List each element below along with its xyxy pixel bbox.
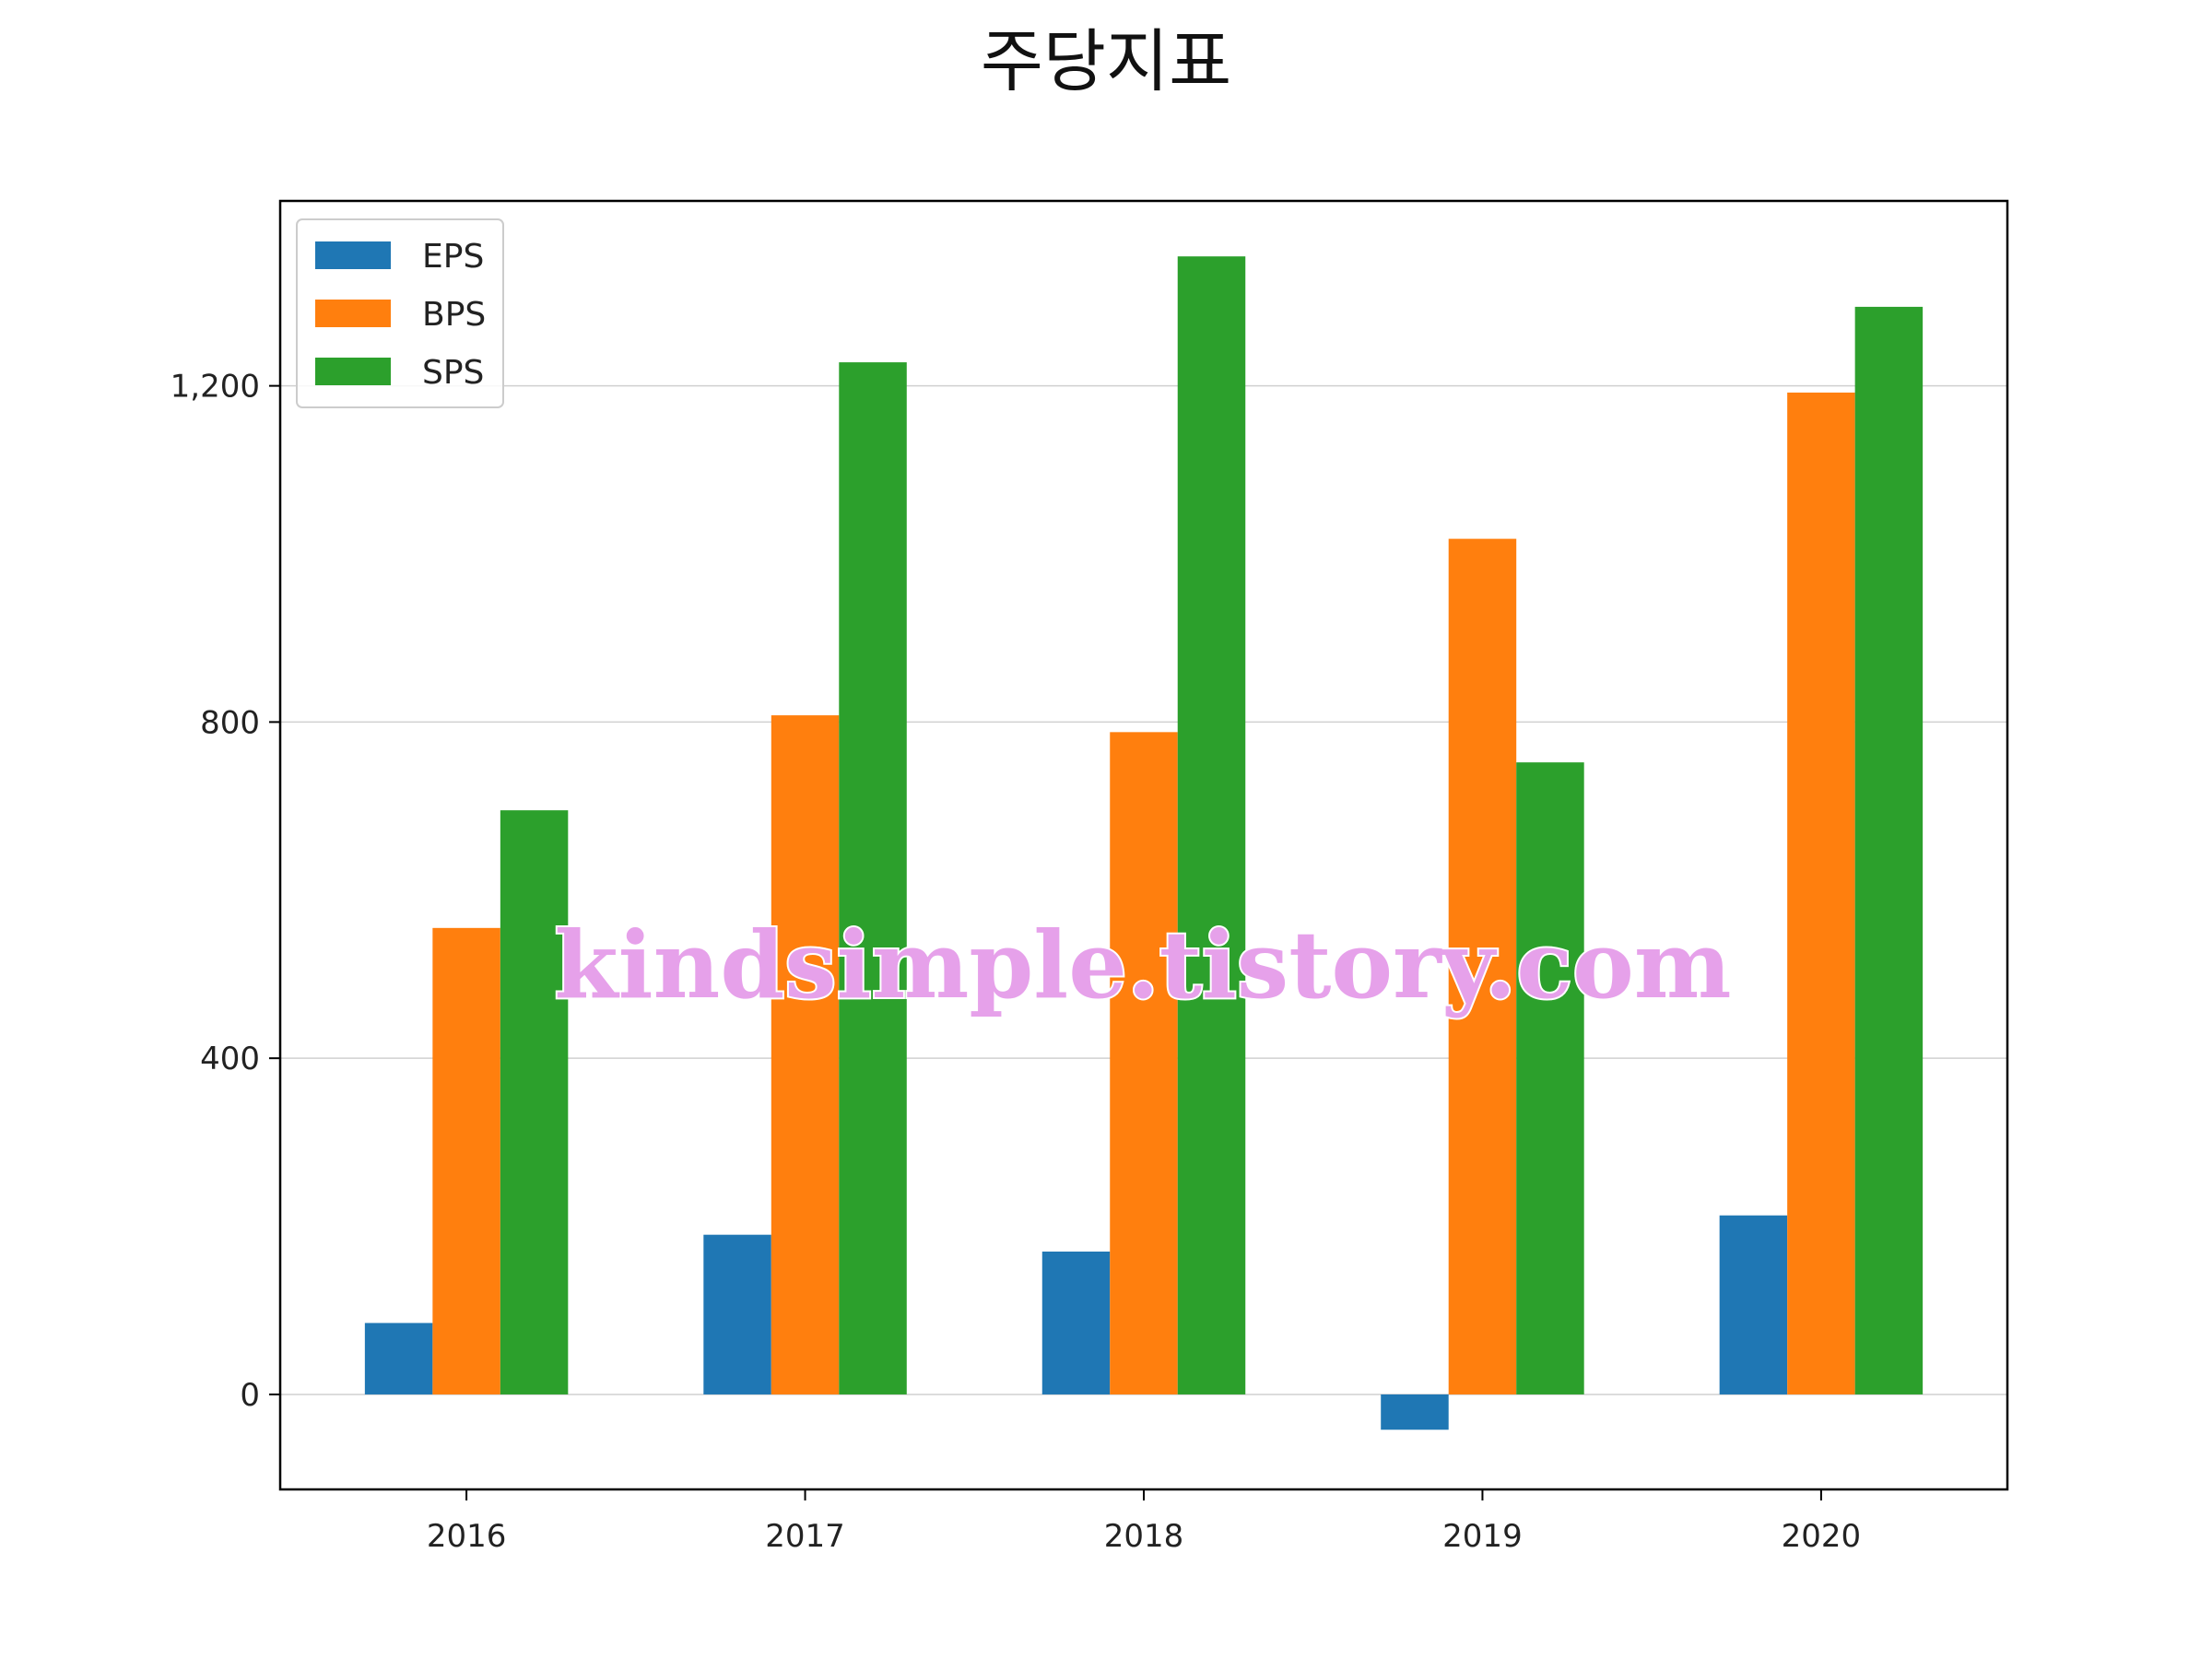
bar-eps-2016	[364, 1323, 433, 1394]
bar-sps-2020	[1854, 306, 1924, 1394]
watermark: kindsimple.tistory.com	[554, 911, 1731, 1019]
legend-swatch-bps	[315, 300, 391, 327]
x-tick-label: 2016	[427, 1518, 507, 1555]
legend-label-eps: EPS	[422, 238, 484, 276]
legend-swatch-eps	[315, 241, 391, 269]
y-axis: 0 400 800 1,200	[171, 369, 280, 1414]
bar-eps-2020	[1719, 1215, 1788, 1394]
bar-eps-2017	[703, 1234, 771, 1394]
x-axis: 2016 2017 2018 2019 2020	[427, 1489, 1861, 1555]
legend-label-bps: BPS	[422, 296, 486, 334]
x-tick-label: 2020	[1782, 1518, 1862, 1555]
x-tick-label: 2018	[1104, 1518, 1184, 1555]
bar-eps-2019	[1381, 1394, 1449, 1430]
bar-sps-2017	[839, 362, 907, 1394]
bar-bps-2018	[1110, 732, 1178, 1394]
bar-bps-2019	[1448, 538, 1517, 1394]
bar-eps-2018	[1041, 1251, 1111, 1394]
bar-bps-2016	[432, 927, 500, 1394]
bar-sps-2019	[1516, 762, 1584, 1394]
y-tick-label: 1,200	[171, 369, 260, 406]
x-tick-label: 2019	[1442, 1518, 1523, 1555]
x-tick-label: 2017	[765, 1518, 845, 1555]
y-tick-label: 800	[200, 704, 260, 741]
legend: EPS BPS SPS	[296, 218, 504, 408]
legend-swatch-sps	[315, 358, 391, 385]
chart-title: 주당지표	[981, 22, 1231, 101]
legend-label-sps: SPS	[422, 354, 484, 392]
bar-bps-2020	[1787, 392, 1855, 1394]
bar-sps-2016	[500, 810, 569, 1394]
bars-layer	[364, 256, 1924, 1430]
bar-sps-2018	[1177, 256, 1246, 1394]
y-tick-label: 0	[240, 1377, 260, 1414]
bar-bps-2017	[771, 715, 840, 1394]
y-tick-label: 400	[200, 1041, 260, 1077]
